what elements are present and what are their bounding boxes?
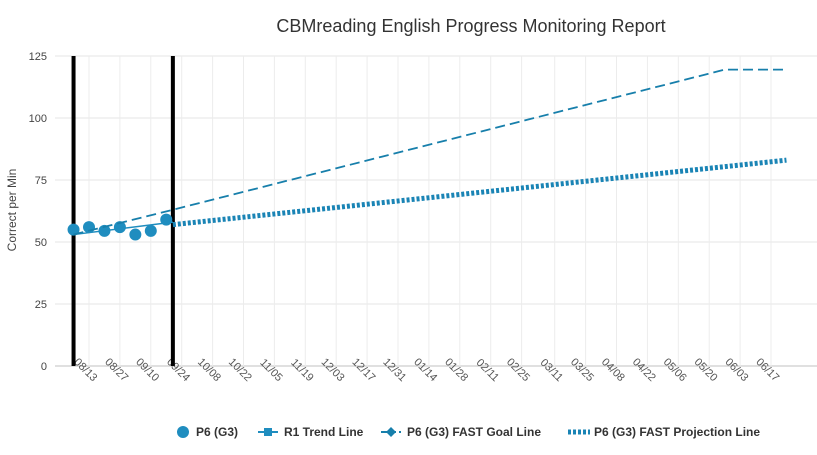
x-tick-label: 11/19 [288,357,315,384]
y-tick-label: 75 [35,175,47,187]
projection-line [172,157,787,228]
y-axis-title: Correct per Min [5,169,19,252]
x-tick-label: 01/14 [411,356,439,384]
data-point [113,221,126,234]
data-point [144,224,157,237]
x-tick-label: 12/03 [319,356,347,384]
series-layer [67,68,787,241]
y-axis-ticks: 0 25 50 75 100 125 [29,51,47,373]
legend-item-goal[interactable]: P6 (G3) FAST Goal Line [381,425,541,439]
legend-p6-label: P6 (G3) [196,425,238,439]
x-tick-label: 03/11 [538,357,565,384]
y-tick-label: 125 [29,51,47,63]
legend-trend-marker [264,428,272,436]
x-axis-ticks: 08/13 08/27 09/10 09/24 10/08 10/22 11/05 11/19… [71,356,781,384]
gridlines [55,55,817,367]
x-tick-label: 02/25 [504,356,532,384]
x-tick-label: 06/03 [723,356,751,384]
legend-goal-marker [386,427,396,437]
legend-item-p6[interactable]: P6 (G3) [177,425,238,439]
y-tick-label: 100 [29,113,47,125]
legend-projection-label: P6 (G3) FAST Projection Line [594,425,760,439]
legend-trend-label: R1 Trend Line [284,425,364,439]
data-point [67,223,80,236]
x-tick-label: 06/17 [753,356,781,384]
legend: P6 (G3) R1 Trend Line P6 (G3) FAST Goal … [177,425,760,439]
x-tick-label: 04/08 [599,356,627,384]
trend-line [73,221,173,236]
x-tick-label: 01/28 [442,356,470,384]
x-tick-label: 10/08 [195,356,223,384]
x-tick-label: 05/06 [661,356,689,384]
x-tick-label: 10/22 [226,356,254,384]
chart-title: CBMreading English Progress Monitoring R… [276,16,665,36]
x-tick-label: 02/11 [474,357,501,384]
x-tick-label: 09/10 [133,356,161,384]
legend-item-trend[interactable]: R1 Trend Line [258,425,364,439]
x-tick-label: 03/25 [568,356,596,384]
x-tick-label: 04/22 [630,356,658,384]
legend-goal-label: P6 (G3) FAST Goal Line [407,425,541,439]
x-tick-label: 12/17 [350,356,378,384]
x-tick-label: 09/24 [164,356,192,384]
goal-line [73,68,787,236]
x-tick-label: 12/31 [380,356,408,384]
vertical-markers [71,56,175,366]
data-point [129,228,142,241]
x-tick-label: 08/27 [102,356,130,384]
y-tick-label: 25 [35,299,47,311]
x-tick-label: 08/13 [71,356,99,384]
legend-item-projection[interactable]: P6 (G3) FAST Projection Line [568,425,760,439]
x-tick-label: 05/20 [692,356,720,384]
y-tick-label: 0 [41,361,47,373]
x-tick-label: 11/05 [257,357,284,384]
y-tick-label: 50 [35,237,47,249]
legend-p6-marker [177,426,189,438]
